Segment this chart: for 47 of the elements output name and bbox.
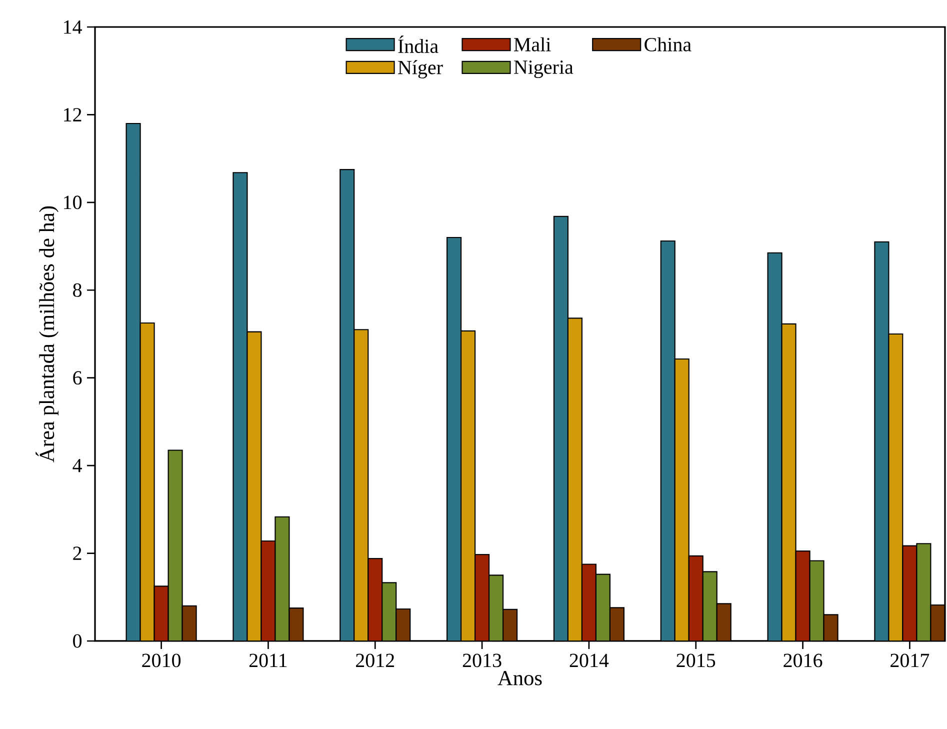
bar [823,614,838,641]
bar [368,558,383,641]
x-tick-label: 2015 [676,654,716,668]
x-tick-label: 2014 [570,654,609,668]
y-tick-label: 14 [64,20,82,34]
bar [126,122,141,641]
bar [767,252,782,641]
bar [581,564,596,641]
x-axis-title: Anos [498,671,542,686]
y-tick-label: 4 [72,458,82,472]
legend-label: China [644,37,692,52]
legend-label: Nigeria [514,60,574,78]
bar [902,545,918,641]
x-tick-label: 2010 [142,654,181,668]
y-tick-label: 10 [64,196,82,210]
bar [609,607,624,641]
bar [688,555,704,641]
bar [182,605,197,641]
bar [716,603,732,641]
bar [446,236,462,641]
y-tick-label: 6 [73,371,82,385]
bar [502,608,518,641]
y-tick-label: 0 [73,634,82,648]
x-tick-label: 2012 [356,654,394,668]
y-tick-label: 8 [73,283,82,297]
bar [874,241,890,641]
legend-label: Índia [398,36,438,54]
bar [396,608,411,641]
y-tick-label: 2 [73,546,82,560]
bar [930,604,945,641]
x-tick-label: 2016 [784,654,822,668]
x-tick-label: 2013 [462,654,502,668]
bar [154,586,169,641]
bar [795,550,810,641]
bar [260,540,276,641]
y-tick-label: 12 [64,108,82,122]
bar [474,554,490,641]
bar [553,216,568,641]
x-tick-label: 2017 [890,654,930,668]
bar [232,172,248,641]
legend-label: Níger [398,60,443,78]
x-tick-label: 2011 [249,654,287,668]
bar [660,240,676,641]
y-axis-title: Área plantada (milhões de ha) [36,206,58,462]
bar [288,608,304,641]
bar [340,168,355,641]
legend-label: Mali [514,37,551,52]
